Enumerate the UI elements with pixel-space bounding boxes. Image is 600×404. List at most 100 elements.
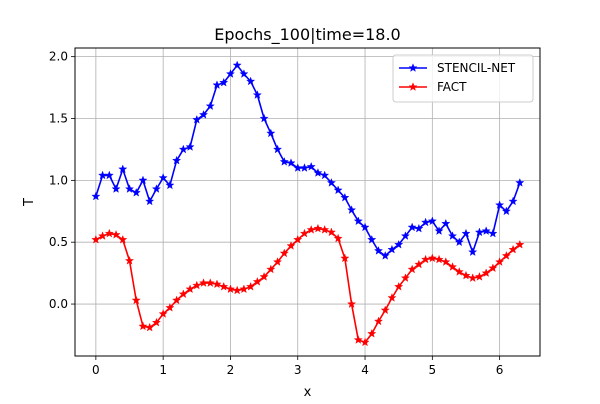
data-point-stencil-net <box>468 247 478 256</box>
data-point-stencil-net <box>138 175 148 185</box>
data-point-fact <box>279 248 289 258</box>
y-tick-label: 0.0 <box>49 297 68 311</box>
data-point-stencil-net <box>434 226 444 235</box>
data-point-fact <box>219 281 229 291</box>
data-point-stencil-net <box>407 222 417 232</box>
x-tick-label: 0 <box>92 363 100 377</box>
data-point-fact <box>118 234 128 244</box>
data-point-fact <box>501 251 511 260</box>
data-point-fact <box>394 281 404 291</box>
data-point-fact <box>353 335 363 344</box>
y-tick-label: 1.0 <box>49 173 68 187</box>
x-tick-label: 4 <box>361 363 369 377</box>
data-point-stencil-net <box>131 187 141 197</box>
data-point-fact <box>104 228 114 238</box>
data-point-stencil-net <box>225 69 235 78</box>
data-point-fact <box>441 257 451 266</box>
data-point-fact <box>508 244 518 254</box>
data-point-fact <box>488 263 498 273</box>
data-point-fact <box>333 233 343 243</box>
data-point-fact <box>259 272 269 281</box>
x-tick-label: 1 <box>159 363 167 377</box>
y-tick-label: 2.0 <box>49 50 68 64</box>
data-point-stencil-net <box>178 144 188 154</box>
data-point-stencil-net <box>219 77 229 87</box>
data-point-stencil-net <box>367 234 377 244</box>
data-point-stencil-net <box>320 170 330 180</box>
series-stencil-net <box>91 60 525 260</box>
data-point-fact <box>212 279 222 289</box>
data-point-fact <box>185 284 195 294</box>
tick-layer: 0 1 2 3 4 5 6 0.0 0.5 1.0 1.5 2.0 <box>49 50 504 377</box>
data-point-fact <box>286 241 296 250</box>
legend-label-stencil-net: STENCIL-NET <box>437 61 516 75</box>
data-point-fact <box>461 270 471 280</box>
data-point-fact <box>427 253 437 263</box>
data-point-stencil-net <box>441 218 451 228</box>
data-point-fact <box>232 285 242 295</box>
data-point-fact <box>299 228 310 238</box>
data-point-fact <box>367 328 377 338</box>
data-point-stencil-net <box>172 155 182 165</box>
data-point-stencil-net <box>333 185 343 195</box>
data-point-stencil-net <box>481 226 491 235</box>
legend-items: STENCIL-NET FACT <box>399 61 516 94</box>
data-point-fact <box>239 284 249 294</box>
data-point-stencil-net <box>427 216 437 226</box>
data-point-stencil-net <box>185 142 195 151</box>
data-point-stencil-net <box>360 222 370 232</box>
data-point-stencil-net <box>387 244 397 254</box>
x-tick-label: 2 <box>227 363 235 377</box>
data-point-fact <box>468 273 478 282</box>
x-tick-label: 6 <box>496 363 504 377</box>
data-point-fact <box>495 257 505 266</box>
data-point-fact <box>340 253 350 263</box>
data-point-stencil-net <box>306 161 316 171</box>
data-point-fact <box>124 255 135 265</box>
data-point-fact <box>407 264 417 274</box>
data-point-stencil-net <box>158 173 168 182</box>
data-point-stencil-net <box>326 178 336 187</box>
data-point-fact <box>387 293 397 302</box>
data-point-fact <box>360 337 370 347</box>
y-tick-label: 0.5 <box>49 235 68 249</box>
data-point-fact <box>293 234 303 244</box>
legend-marker-fact <box>408 82 418 91</box>
data-point-fact <box>138 321 148 331</box>
data-point-fact <box>246 281 256 291</box>
data-point-fact <box>481 268 491 277</box>
axes-frame <box>74 47 541 357</box>
data-point-fact <box>178 289 188 299</box>
data-point-stencil-net <box>313 168 323 177</box>
data-point-stencil-net <box>286 158 296 167</box>
data-point-stencil-net <box>246 76 256 86</box>
legend-marker-stencil-net <box>408 63 418 72</box>
data-point-fact <box>172 295 182 305</box>
series-fact <box>91 223 525 347</box>
data-point-stencil-net <box>299 163 310 172</box>
data-point-fact <box>434 254 444 264</box>
series-line-fact <box>95 227 521 344</box>
data-point-fact <box>380 305 390 315</box>
series-layer <box>91 60 525 347</box>
data-point-stencil-net <box>508 196 518 206</box>
y-tick-label: 1.5 <box>49 112 68 126</box>
data-point-fact <box>454 267 464 276</box>
data-point-fact <box>320 225 330 234</box>
data-point-stencil-net <box>353 216 363 226</box>
legend-label-fact: FACT <box>437 80 467 94</box>
data-point-stencil-net <box>273 144 283 154</box>
legend: STENCIL-NET FACT <box>392 54 534 103</box>
data-point-stencil-net <box>239 69 249 78</box>
data-point-fact <box>447 262 458 271</box>
data-point-stencil-net <box>165 180 175 190</box>
data-point-stencil-net <box>488 228 498 238</box>
data-point-fact <box>205 278 215 287</box>
data-point-stencil-net <box>111 184 121 193</box>
data-point-fact <box>326 227 336 237</box>
data-point-stencil-net <box>347 205 357 214</box>
data-point-fact <box>373 316 384 326</box>
grid <box>75 48 540 356</box>
data-point-fact <box>313 223 323 233</box>
data-point-fact <box>111 230 121 239</box>
